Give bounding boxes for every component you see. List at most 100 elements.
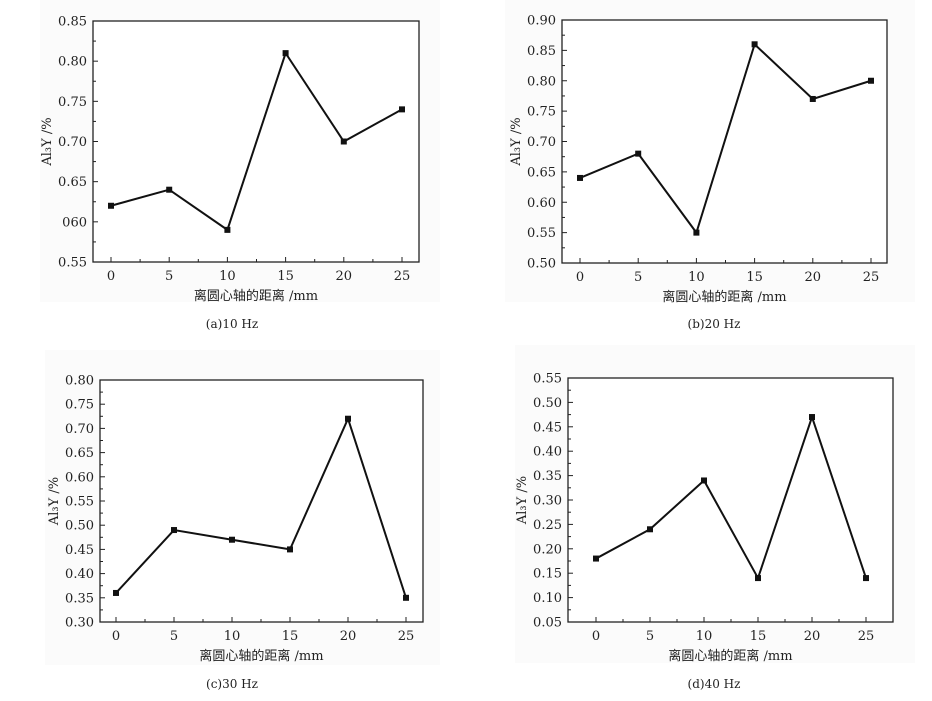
y-tick-label: 0.25 [533,518,562,533]
x-tick-label: 5 [170,629,178,644]
series-line [115,415,407,599]
chart-panel-1: 0 5 10 15 20 25 0.50 0.55 0.60 0.65 0.70 0.75 0.80 0.… [505,0,915,331]
x-tick-label: 20 [804,629,821,644]
x-tick-label: 25 [858,629,875,644]
y-tick-label: 0.60 [65,470,94,485]
y-tick-label: 0.60 [527,196,556,211]
series-line [579,42,872,235]
y-tick-label: 0.55 [58,256,87,271]
y-tick-label: 0.75 [527,105,556,120]
data-point [809,95,816,102]
chart-caption: (c)30 Hz [206,677,258,691]
y-axis-label: Al₃Y /% [47,477,62,526]
chart-panel-0: 0 5 10 15 20 25 0.55 060 0.65 0.70 0.75 0.80 0.85 离圆心… [40,0,440,331]
y-axis-label: Al₃Y /% [40,117,55,166]
x-axis-label: 离圆心轴的距离 /mm [662,289,786,305]
data-point [403,594,409,601]
data-point [108,202,114,209]
y-tick-label: 0.35 [533,469,562,484]
x-tick-label: 15 [282,629,299,644]
data-point [287,546,293,553]
y-tick-label: 0.55 [533,372,562,387]
y-tick-label: 0.05 [533,616,562,631]
x-tick-label: 0 [107,269,115,284]
chart-panel-3: 0 5 10 15 20 25 0.05 0.10 0.15 0.20 0.25 0.30 0.35 0.… [515,345,915,691]
chart-caption: (a)10 Hz [206,317,258,331]
data-point [751,41,758,48]
y-tick-label: 0.35 [65,591,94,606]
data-point [345,415,351,422]
y-tick-label: 0.70 [65,422,94,437]
x-tick-label: 25 [863,270,880,285]
y-tick-label: 0.40 [65,567,94,582]
x-tick-label: 10 [219,269,236,284]
x-tick-label: 0 [112,629,120,644]
data-point [399,106,405,113]
x-tick-label: 25 [394,269,411,284]
x-tick-label: 10 [224,629,241,644]
data-point [701,477,707,484]
data-point [868,77,874,84]
x-axis-label: 离圆心轴的距离 /mm [199,648,323,664]
data-point [577,174,583,181]
x-tick-label: 15 [277,269,294,284]
data-point [647,526,653,533]
y-tick-label: 0.90 [527,14,556,29]
data-point [224,226,231,233]
x-tick-label: 10 [688,270,705,285]
plot-frame [567,377,894,623]
chart-caption: (b)20 Hz [688,317,741,331]
y-tick-label: 0.15 [533,567,562,582]
x-tick-label: 0 [576,270,584,285]
y-tick-label: 0.65 [527,165,556,180]
y-tick-label: 0.85 [58,15,87,30]
y-tick-label: 0.45 [65,543,94,558]
x-axis-label: 离圆心轴的距离 /mm [194,288,318,304]
x-tick-label: 15 [746,270,763,285]
x-tick-label: 15 [750,629,767,644]
x-tick-label: 25 [398,629,415,644]
y-tick-label: 0.45 [533,420,562,435]
data-point [229,536,235,543]
data-point [171,527,177,534]
y-tick-label: 0.70 [58,135,87,150]
x-tick-label: 10 [696,629,713,644]
x-tick-label: 20 [336,269,353,284]
y-tick-label: 0.80 [58,55,87,70]
x-tick-label: 0 [592,629,600,644]
y-axis-label: Al₃Y /% [509,117,524,166]
y-tick-label: 0.80 [65,374,94,389]
y-tick-label: 0.80 [527,74,556,89]
chart-panel-2: 0 5 10 15 20 25 0.30 0.35 0.40 0.45 0.50 0.55 0.60 0.… [45,350,440,691]
data-point [863,575,869,582]
data-point [593,555,599,562]
y-axis-label: Al₃Y /% [515,476,530,525]
y-tick-label: 0.50 [533,396,562,411]
y-tick-label: 060 [62,215,87,230]
y-tick-label: 0.50 [65,519,94,534]
y-tick-label: 0.65 [58,175,87,190]
data-point [809,414,815,421]
data-point [635,150,642,157]
data-point [755,575,761,582]
y-tick-label: 0.65 [65,446,94,461]
y-tick-label: 0.30 [65,616,94,631]
y-tick-label: 0.75 [65,398,94,413]
data-point [693,229,700,236]
series-line [595,413,867,581]
data-point [340,138,347,145]
y-tick-label: 0.75 [58,95,87,110]
y-tick-label: 0.55 [65,495,94,510]
y-tick-label: 0.85 [527,44,556,59]
series-line [110,50,403,232]
x-tick-label: 20 [340,629,357,644]
y-tick-label: 0.30 [533,494,562,509]
y-tick-label: 0.50 [527,257,556,272]
x-tick-label: 5 [634,270,642,285]
x-tick-label: 20 [805,270,822,285]
y-tick-label: 0.10 [533,591,562,606]
x-tick-label: 5 [646,629,654,644]
y-tick-label: 0.70 [527,135,556,150]
plot-frame [99,379,424,623]
